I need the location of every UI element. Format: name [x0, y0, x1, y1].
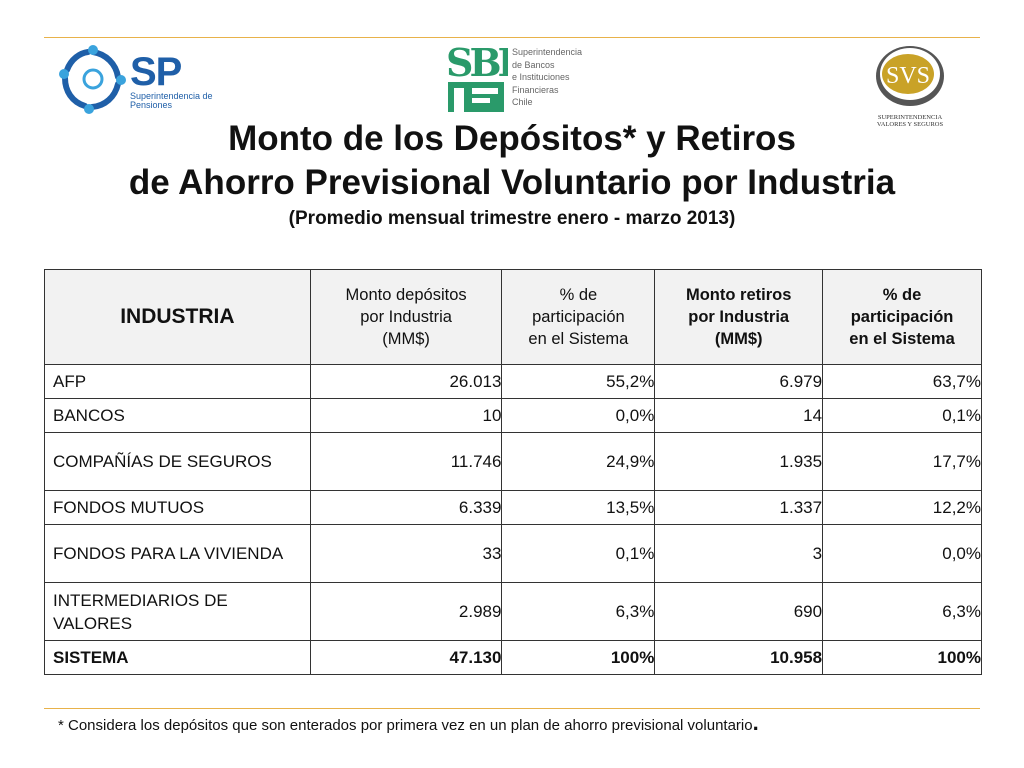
cell-pct-retiros: 0,0% — [822, 524, 982, 583]
cell-total-depositos: 47.130 — [309, 640, 503, 675]
cell-retiros: 3 — [654, 524, 824, 583]
cell-industria: FONDOS PARA LA VIVIENDA — [44, 524, 311, 583]
table-header-row: INDUSTRIA Monto depósitos por Industria … — [44, 269, 982, 365]
table-row: AFP 26.013 55,2% 6.979 63,7% — [44, 364, 982, 399]
header-pct-dep-line: participación — [532, 308, 625, 326]
cell-depositos: 26.013 — [309, 364, 503, 399]
cell-total-retiros: 10.958 — [654, 640, 824, 675]
cell-industria: AFP — [44, 364, 311, 399]
header-pct-ret-line: % de — [882, 286, 922, 304]
svs-logo-name: SVS — [886, 63, 930, 89]
cell-depositos: 6.339 — [309, 490, 503, 525]
cell-retiros: 690 — [654, 582, 824, 641]
sp-logo-name: SP — [130, 50, 182, 94]
top-divider — [44, 37, 980, 38]
sbif-logo: SBIF Superintendencia de Bancos e Instit… — [446, 44, 586, 116]
header-retiros-line: Monto retiros — [685, 286, 792, 304]
cell-retiros: 14 — [654, 398, 824, 433]
header-retiros: Monto retiros por Industria (MM$) — [654, 269, 824, 365]
sbif-line: Financieras — [512, 84, 559, 95]
table-total-row: SISTEMA 47.130 100% 10.958 100% — [44, 640, 982, 675]
header-retiros-line: (MM$) — [714, 330, 763, 348]
cell-pct-depositos: 13,5% — [501, 490, 656, 525]
footnote-end: . — [752, 710, 759, 735]
sbif-line: Chile — [512, 97, 533, 107]
header-pct-retiros: % de participación en el Sistema — [822, 269, 982, 365]
cell-pct-retiros: 0,1% — [822, 398, 982, 433]
sp-people-icon — [59, 45, 126, 114]
sbif-line: e Instituciones — [512, 72, 570, 82]
header-depositos-line: (MM$) — [382, 330, 430, 348]
sp-logo-subtitle: Superintendencia de Pensiones — [130, 91, 213, 110]
table-row: INTERMEDIARIOS DE VALORES 2.989 6,3% 690… — [44, 582, 982, 641]
header-pct-dep-line: % de — [559, 286, 598, 304]
sbif-line: de Bancos — [512, 59, 555, 70]
cell-pct-depositos: 24,9% — [501, 432, 656, 491]
footnote: * Considera los depósitos que son entera… — [58, 712, 759, 737]
header-pct-dep-line: en el Sistema — [528, 330, 629, 348]
table-row: FONDOS PARA LA VIVIENDA 33 0,1% 3 0,0% — [44, 524, 982, 583]
cell-pct-retiros: 6,3% — [822, 582, 982, 641]
header-pct-ret-line: en el Sistema — [849, 330, 955, 348]
header-depositos-line: por Industria — [360, 308, 452, 326]
cell-industria: INTERMEDIARIOS DE VALORES — [44, 582, 311, 641]
bottom-divider — [44, 708, 980, 709]
cell-pct-depositos: 55,2% — [501, 364, 656, 399]
cell-retiros: 6.979 — [654, 364, 824, 399]
header-pct-ret-line: participación — [850, 308, 954, 326]
sbif-mark-icon: SBIF — [446, 44, 508, 112]
cell-total-pct-depositos: 100% — [501, 640, 656, 675]
sp-logo: SP Superintendencia de Pensiones — [58, 44, 218, 114]
cell-pct-depositos: 6,3% — [501, 582, 656, 641]
cell-depositos: 33 — [309, 524, 503, 583]
header-pct-depositos: % de participación en el Sistema — [501, 269, 656, 365]
cell-industria: BANCOS — [44, 398, 311, 433]
sbif-mark-top: SBIF — [446, 44, 508, 85]
cell-depositos: 2.989 — [309, 582, 503, 641]
footnote-text: * Considera los depósitos que son entera… — [58, 717, 753, 734]
page-subtitle: (Promedio mensual trimestre enero - marz… — [288, 208, 736, 229]
cell-retiros: 1.337 — [654, 490, 824, 525]
svs-line: SUPERINTENDENCIA — [877, 114, 943, 121]
sbif-line: Superintendencia — [512, 47, 583, 57]
svs-logo-text: SUPERINTENDENCIA VALORES Y SEGUROS — [872, 114, 948, 128]
cell-industria: FONDOS MUTUOS — [44, 490, 311, 525]
cell-depositos: 10 — [309, 398, 503, 433]
svs-line: VALORES Y SEGUROS — [876, 121, 944, 128]
page-title-line1: Monto de los Depósitos* y Retiros — [228, 119, 796, 158]
cell-pct-depositos: 0,0% — [501, 398, 656, 433]
table-row: BANCOS 10 0,0% 14 0,1% — [44, 398, 982, 433]
table-row: FONDOS MUTUOS 6.339 13,5% 1.337 12,2% — [44, 490, 982, 525]
svs-ring-icon: SVS — [876, 46, 944, 106]
cell-depositos: 11.746 — [309, 432, 503, 491]
cell-pct-retiros: 12,2% — [822, 490, 982, 525]
cell-industria: COMPAÑÍAS DE SEGUROS — [44, 432, 311, 491]
header-depositos-line: Monto depósitos — [345, 286, 467, 304]
svs-logo: SVS SUPERINTENDENCIA VALORES Y SEGUROS — [872, 42, 948, 130]
cell-pct-depositos: 0,1% — [501, 524, 656, 583]
cell-total-pct-retiros: 100% — [822, 640, 982, 675]
header-industria: INDUSTRIA — [44, 269, 311, 365]
deposits-withdrawals-table: INDUSTRIA Monto depósitos por Industria … — [44, 269, 982, 675]
sbif-logo-text: Superintendencia de Bancos e Institucion… — [512, 46, 592, 109]
table-row: COMPAÑÍAS DE SEGUROS 11.746 24,9% 1.935 … — [44, 432, 982, 491]
page-title-line2: de Ahorro Previsional Voluntario por Ind… — [128, 163, 896, 202]
header-depositos: Monto depósitos por Industria (MM$) — [309, 269, 503, 365]
cell-pct-retiros: 17,7% — [822, 432, 982, 491]
cell-pct-retiros: 63,7% — [822, 364, 982, 399]
cell-retiros: 1.935 — [654, 432, 824, 491]
cell-total-industria: SISTEMA — [44, 640, 311, 675]
header-retiros-line: por Industria — [688, 308, 790, 326]
